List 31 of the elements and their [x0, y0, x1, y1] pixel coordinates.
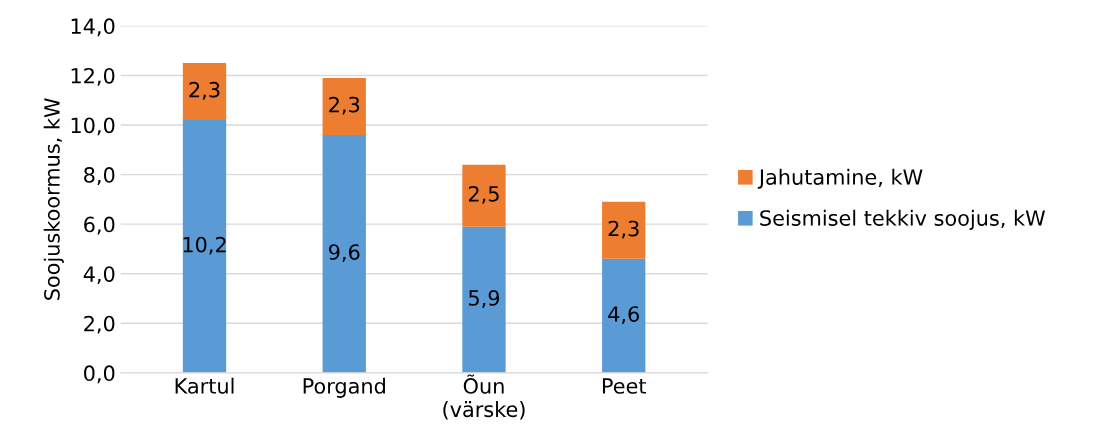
- y-tick-label: 14,0: [71, 18, 115, 37]
- y-tick-label: 12,0: [71, 67, 115, 86]
- y-tick-label: 8,0: [84, 167, 115, 185]
- bar: [322, 77, 366, 135]
- y-tick-label: 0,0: [84, 365, 115, 384]
- bar: [602, 201, 646, 259]
- data-label: 2,3: [608, 220, 639, 239]
- x-tick-label: Porgand: [303, 377, 385, 398]
- bar: [462, 164, 506, 227]
- data-label: 4,6: [608, 306, 639, 325]
- data-label: 2,5: [468, 185, 499, 204]
- bar: [602, 258, 646, 373]
- y-tick-label: 6,0: [84, 216, 115, 235]
- legend-label: Jahutamine, kW: [757, 168, 923, 189]
- y-axis-title: Soojuskoormus, kW: [43, 98, 64, 300]
- legend-label: Seismisel tekkiv soojus, kW: [760, 209, 1046, 230]
- data-label: 2,3: [189, 81, 220, 100]
- bar: [182, 120, 227, 373]
- data-label: 2,3: [329, 96, 360, 115]
- y-tick-label: 4,0: [83, 266, 115, 285]
- bar: [182, 63, 227, 121]
- bar: [322, 134, 366, 373]
- data-label: 9,6: [329, 244, 360, 263]
- x-tick-label: Õun (värske): [443, 374, 525, 420]
- x-tick-label: Kartul: [175, 377, 234, 394]
- data-label: 10,2: [183, 236, 226, 255]
- x-tick-label: Peet: [602, 378, 647, 394]
- y-tick-label: 10,0: [71, 117, 115, 136]
- bar: [462, 226, 506, 373]
- y-tick-label: 2,0: [84, 315, 115, 334]
- data-label: 5,9: [469, 290, 500, 308]
